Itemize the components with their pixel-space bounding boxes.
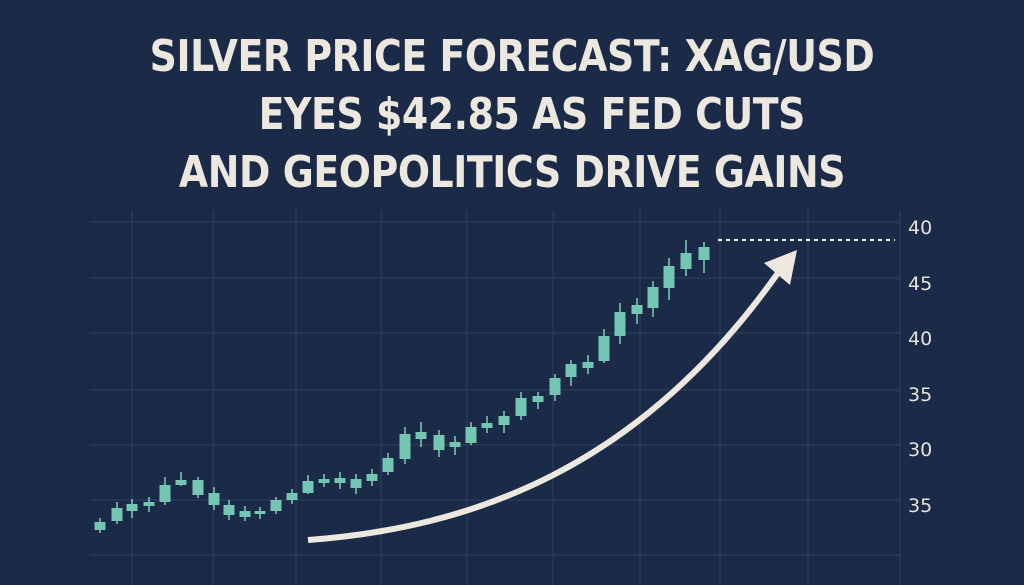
candle — [498, 411, 510, 433]
y-axis-labels: 40 45 40 35 30 35 — [908, 217, 932, 517]
candle — [239, 506, 251, 521]
y-tick-label: 45 — [908, 273, 932, 295]
y-tick-label: 40 — [908, 217, 932, 239]
candle — [399, 427, 411, 464]
candle — [334, 472, 346, 489]
candle — [698, 242, 710, 273]
candle — [126, 499, 138, 518]
candle — [614, 303, 626, 344]
candle — [302, 475, 314, 494]
candle — [481, 416, 493, 433]
candle — [286, 489, 298, 504]
candle — [143, 497, 155, 512]
headline-line-3: AND GEOPOLITICS DRIVE GAINS — [178, 147, 846, 198]
y-tick-label: 40 — [908, 328, 932, 350]
candle — [254, 507, 266, 519]
candle — [647, 281, 659, 317]
candle — [366, 469, 378, 486]
candle — [382, 453, 394, 475]
candle — [515, 392, 527, 420]
y-tick-label: 35 — [908, 495, 932, 517]
headline-line-1: SILVER PRICE FORECAST: XAG/USD — [149, 31, 875, 82]
candle — [111, 502, 123, 524]
candle — [415, 422, 427, 447]
candle — [532, 392, 544, 409]
candle — [270, 497, 282, 514]
candle — [433, 430, 445, 457]
candle — [549, 374, 561, 401]
candles — [94, 240, 710, 533]
candle — [663, 258, 675, 300]
headline: SILVER PRICE FORECAST: XAG/USD EYES $42.… — [72, 28, 953, 202]
candle — [318, 474, 330, 487]
trend-arrow-icon — [307, 250, 797, 543]
candle — [192, 477, 204, 498]
candle — [631, 298, 643, 324]
candle — [565, 360, 577, 386]
candle — [598, 329, 610, 363]
y-tick-label: 35 — [908, 384, 932, 406]
chart-grid — [90, 210, 901, 585]
candle — [223, 500, 235, 520]
candle — [582, 355, 594, 374]
candle — [465, 422, 477, 445]
candle — [94, 518, 106, 533]
candle — [680, 240, 692, 276]
candle — [350, 474, 362, 494]
candle — [449, 436, 461, 455]
y-tick-label: 30 — [908, 439, 932, 461]
headline-line-2: EYES $42.85 AS FED CUTS — [258, 89, 806, 140]
candle — [159, 477, 171, 505]
candle — [208, 487, 220, 510]
candle — [175, 472, 187, 486]
